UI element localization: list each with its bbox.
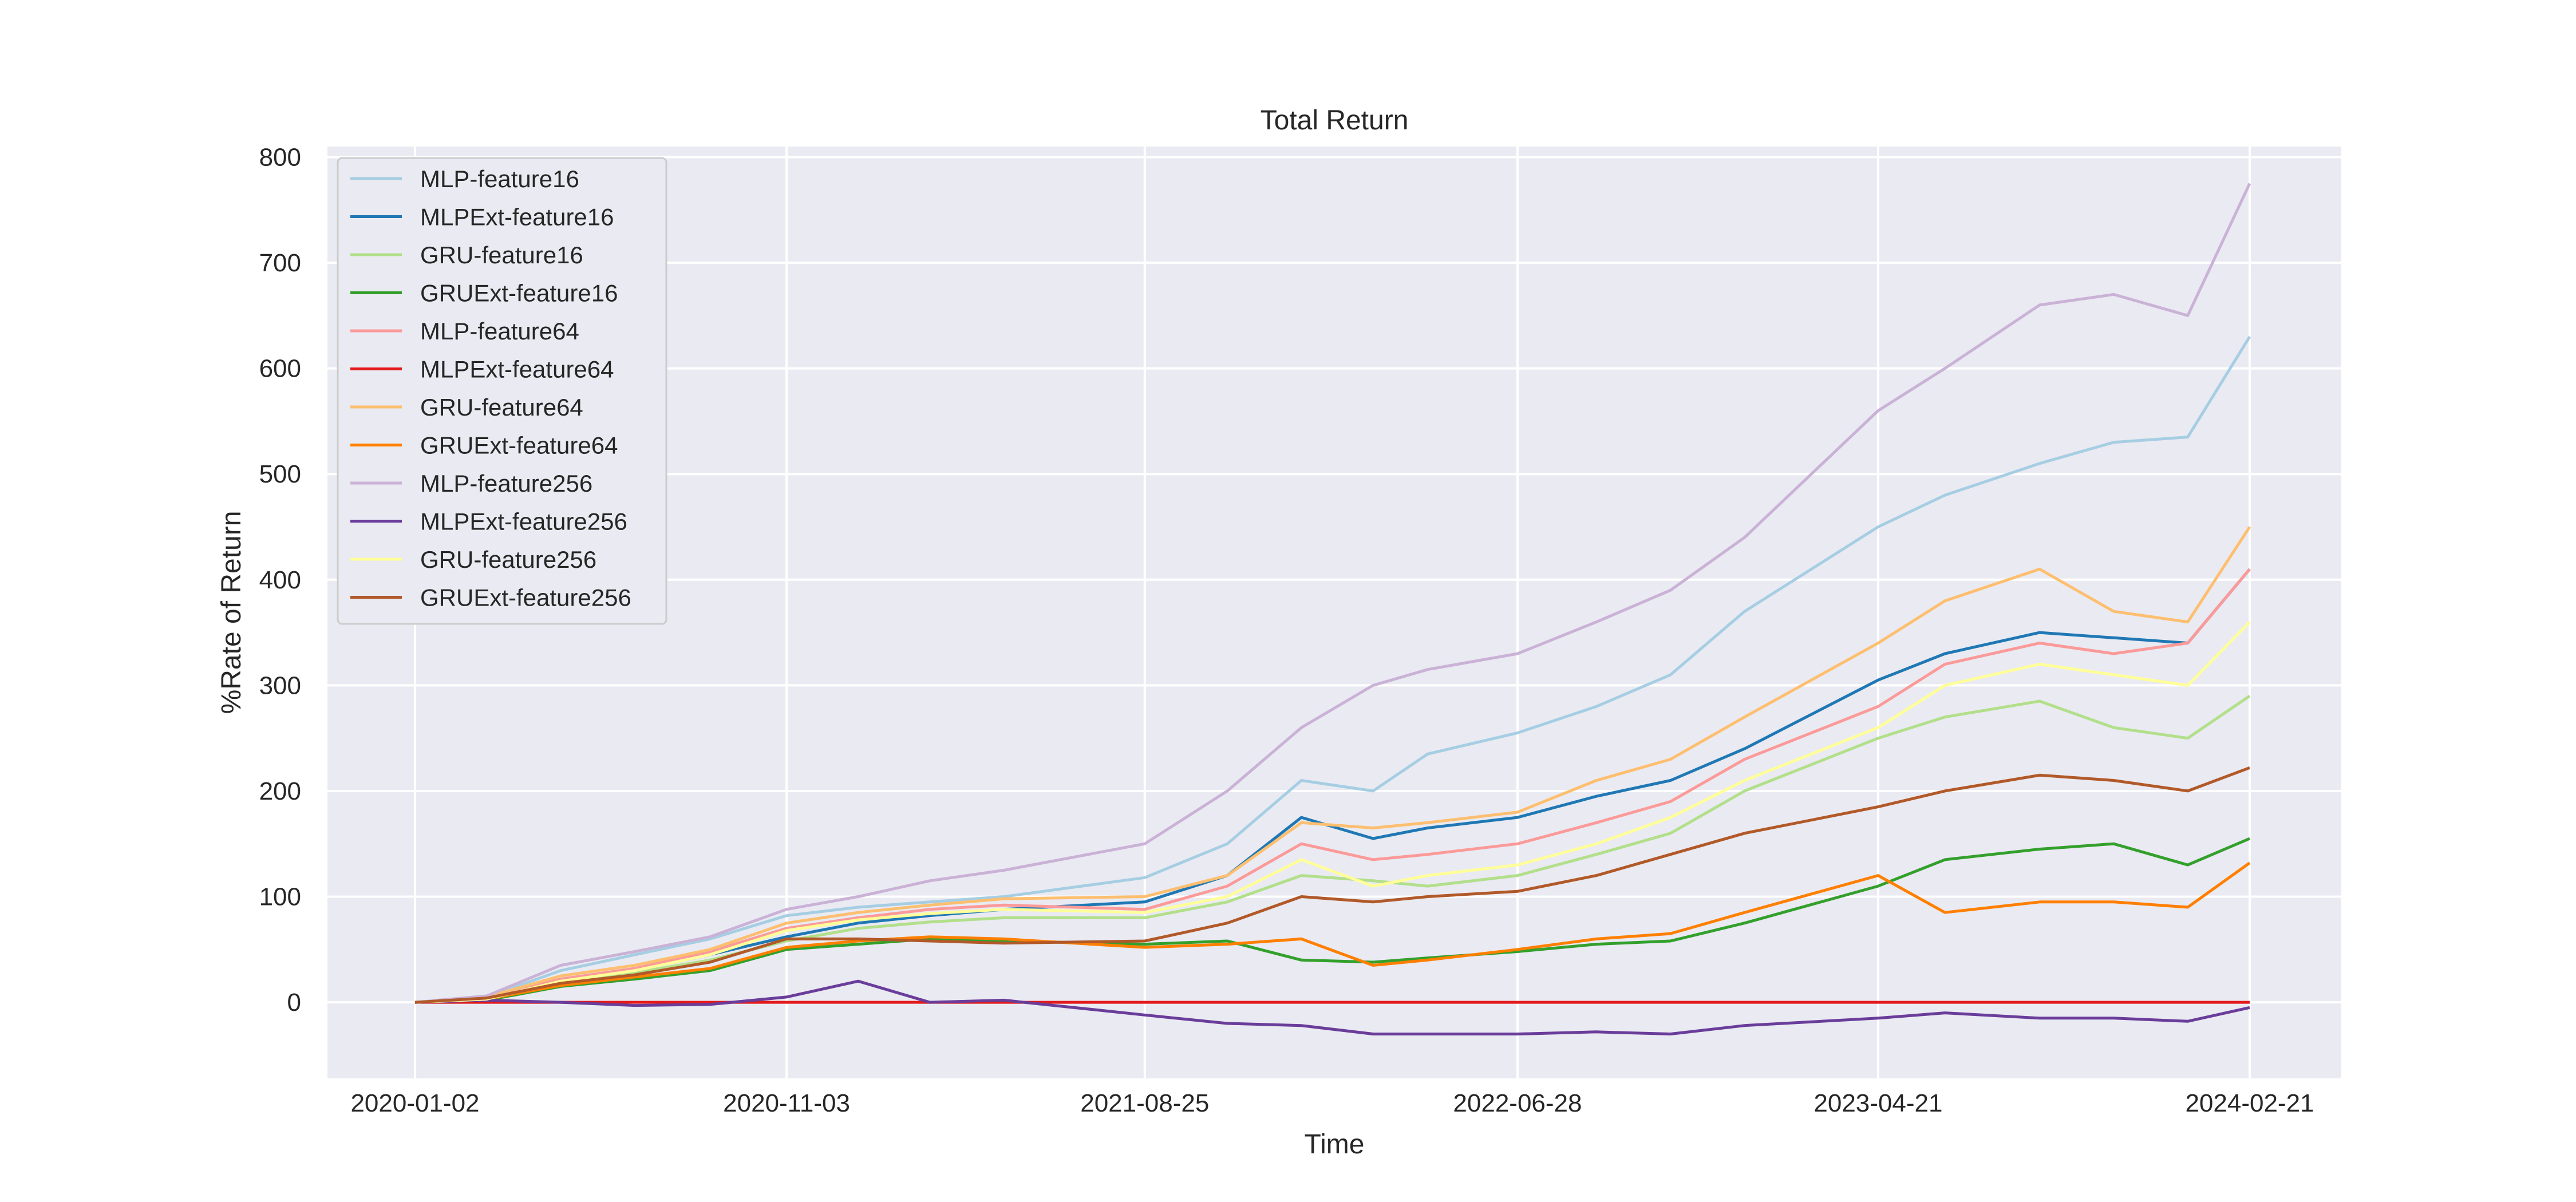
y-tick-label: 500 — [259, 460, 301, 488]
series-line-gru-feature64 — [414, 526, 2251, 1004]
x-tick-label: 2023-04-21 — [1814, 1089, 1942, 1117]
legend-label: GRUExt-feature64 — [420, 432, 618, 459]
x-axis-title: Time — [1305, 1129, 1365, 1160]
x-tick-label: 2020-01-02 — [350, 1089, 479, 1117]
series-line-gruext-feature256 — [414, 766, 2250, 1004]
y-tick-label: 100 — [259, 883, 301, 911]
legend-box — [337, 157, 667, 625]
y-tick-label: 400 — [259, 566, 301, 594]
legend-label: MLP-feature16 — [420, 165, 579, 192]
y-tick-labels: 0 100 200 300 400 500 600 700 800 — [259, 143, 301, 1017]
legend-label: GRU-feature256 — [420, 546, 596, 573]
y-tick-label: 800 — [259, 143, 301, 171]
legend-label: GRU-feature16 — [420, 242, 583, 268]
x-tick-label: 2022-06-28 — [1453, 1089, 1582, 1117]
y-axis-title: %Rate of Return — [216, 511, 247, 714]
y-tick-label: 300 — [259, 671, 301, 699]
x-tick-label: 2021-08-25 — [1080, 1089, 1209, 1117]
legend-label: GRUExt-feature16 — [420, 280, 618, 307]
x-tick-label: 2024-02-21 — [2185, 1089, 2314, 1117]
y-tick-label: 0 — [287, 989, 301, 1017]
x-tick-label: 2020-11-03 — [723, 1089, 850, 1117]
series-line-mlp-feature256 — [414, 183, 2251, 1004]
x-tick-labels: 2020-01-02 2020-11-03 2021-08-25 2022-06-28… — [350, 1089, 2314, 1117]
chart-title: Total Return — [1261, 105, 1409, 136]
series-line-mlp-feature64 — [414, 568, 2251, 1004]
legend-label: MLPExt-feature256 — [420, 508, 627, 535]
y-tick-label: 700 — [259, 249, 301, 277]
legend: MLP-feature16 MLPExt-feature16 GRU-feature… — [337, 157, 667, 625]
legend-label: MLP-feature64 — [420, 318, 579, 345]
series-lines — [414, 183, 2251, 1035]
legend-label: MLPExt-feature64 — [420, 356, 614, 383]
legend-label: GRUExt-feature256 — [420, 584, 631, 611]
series-line-mlp-feature16 — [414, 335, 2251, 1004]
series-line-gru-feature16 — [414, 694, 2251, 1004]
series-line-gruext-feature16 — [414, 837, 2250, 1004]
legend-label: MLP-feature256 — [420, 470, 592, 497]
series-line-mlpext-feature256 — [414, 979, 2250, 1035]
legend-label: GRU-feature64 — [420, 394, 583, 421]
legend-label: MLPExt-feature16 — [420, 204, 614, 231]
series-line-gru-feature256 — [414, 620, 2251, 1004]
y-tick-label: 200 — [259, 777, 301, 805]
series-line-gruext-feature64 — [414, 861, 2251, 1004]
y-tick-label: 600 — [259, 355, 301, 383]
